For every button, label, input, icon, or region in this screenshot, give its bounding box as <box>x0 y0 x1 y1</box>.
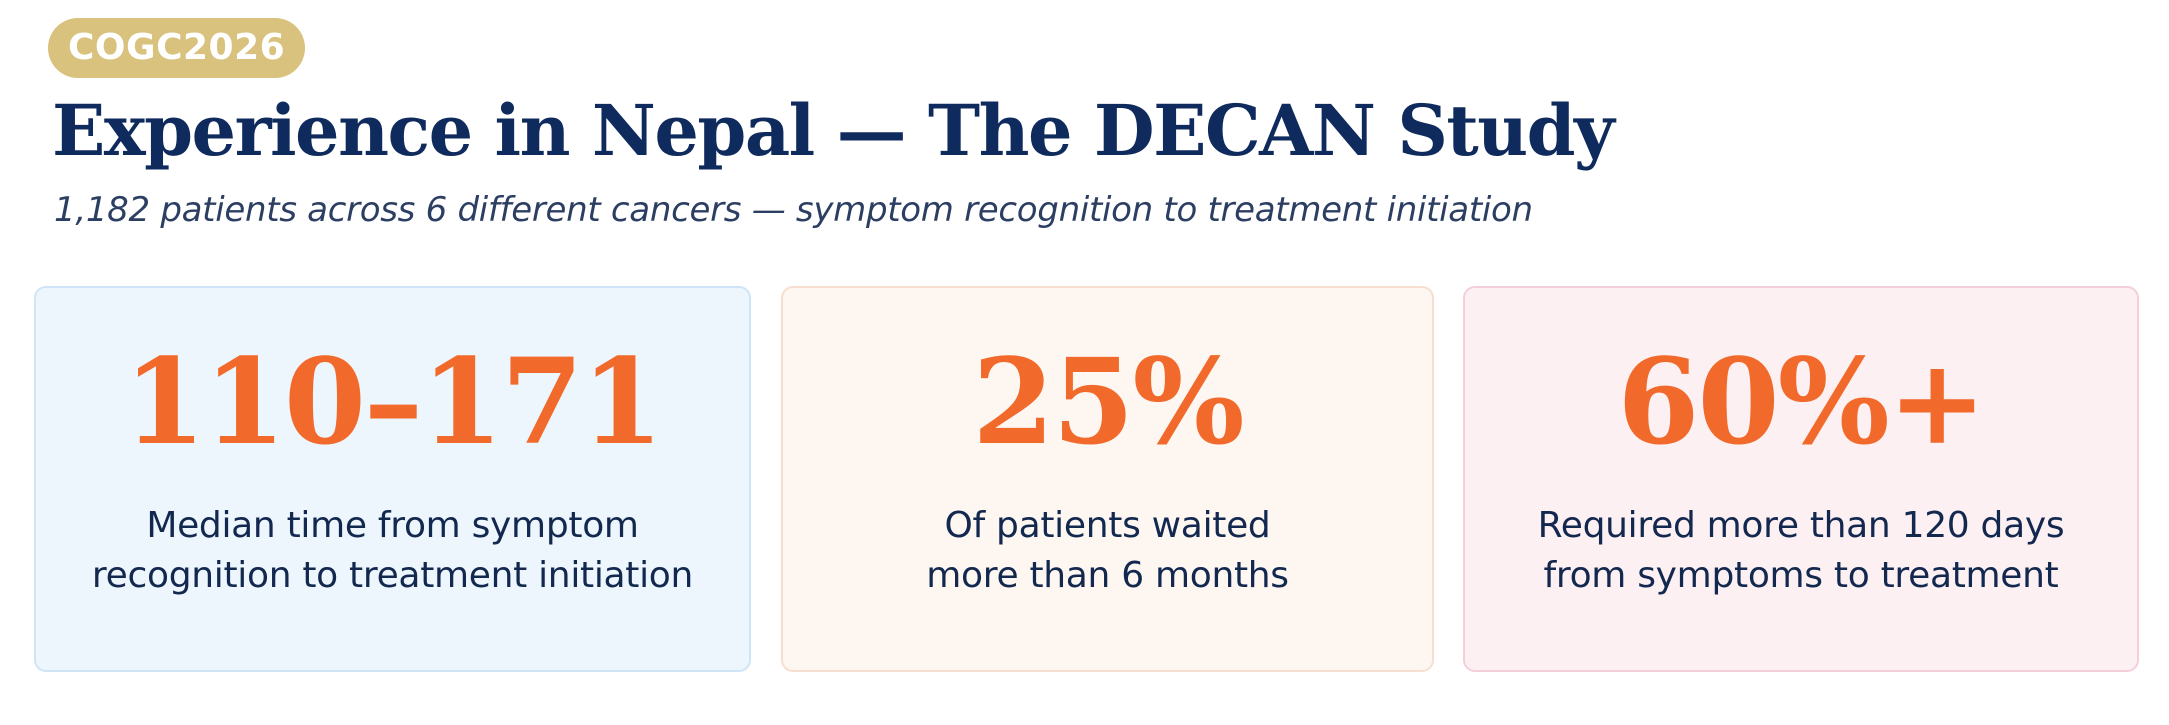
stat-description-line: recognition to treatment initiation <box>91 555 694 596</box>
stat-description-line: from symptoms to treatment <box>1543 555 2059 596</box>
stat-description: Of patients waited more than 6 months <box>783 501 1432 601</box>
stat-description-line: Median time from symptom <box>146 505 639 546</box>
stat-description: Required more than 120 days from symptom… <box>1465 501 2137 601</box>
conference-badge: COGC2026 <box>48 18 306 78</box>
stat-card-waited-six-months: 25% Of patients waited more than 6 month… <box>781 286 1434 672</box>
stat-description-line: Required more than 120 days <box>1537 505 2065 546</box>
stat-value: 25% <box>972 332 1244 471</box>
stat-value: 60%+ <box>1617 332 1986 471</box>
stat-card-over-120-days: 60%+ Required more than 120 days from sy… <box>1463 286 2139 672</box>
stat-description-line: more than 6 months <box>926 555 1289 596</box>
stat-card-median-time: 110–171 Median time from symptom recogni… <box>34 286 751 672</box>
slide-subtitle: 1,182 patients across 6 different cancer… <box>54 190 1533 230</box>
slide-title: Experience in Nepal — The DECAN Study <box>52 89 1615 172</box>
stat-value: 110–171 <box>123 332 664 471</box>
stat-description: Median time from symptom recognition to … <box>36 501 749 601</box>
stat-description-line: Of patients waited <box>944 505 1271 546</box>
